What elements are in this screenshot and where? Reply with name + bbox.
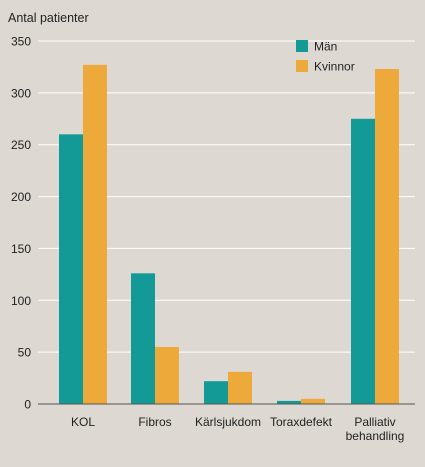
legend-label-1: Kvinnor	[314, 60, 355, 74]
x-tick-label-1-0: Fibros	[138, 415, 171, 429]
bar-0-1	[131, 273, 155, 404]
bar-1-1	[155, 346, 179, 404]
bar-1-2	[228, 371, 252, 404]
legend-swatch-1	[296, 60, 308, 72]
y-axis-title: Antal patienter	[8, 11, 89, 25]
bar-0-4	[351, 118, 375, 405]
bar-1-3	[301, 398, 325, 404]
y-tick-label-50: 50	[18, 346, 32, 360]
y-axis-ticks: 0 50 100 150 200 250 300 350	[11, 35, 31, 412]
y-tick-label-150: 150	[11, 242, 31, 256]
y-tick-label-100: 100	[11, 294, 31, 308]
bar-0-3	[277, 400, 301, 404]
y-tick-label-200: 200	[11, 190, 31, 204]
x-tick-label-4-0: Palliativ	[354, 415, 395, 429]
y-tick-label-250: 250	[11, 138, 31, 152]
legend-label-0: Män	[314, 40, 337, 54]
bar-1-0	[83, 64, 107, 405]
y-tick-label-350: 350	[11, 35, 31, 49]
x-tick-label-3-0: Toraxdefekt	[270, 415, 333, 429]
x-axis-labels: KOL Fibros Kärlsjukdom Toraxdefekt Palliativ…	[71, 415, 404, 443]
x-tick-label-0-0: KOL	[71, 415, 95, 429]
bar-1-4	[375, 69, 399, 404]
bar-0-2	[204, 381, 228, 404]
bars	[59, 64, 399, 405]
bar-0-0	[59, 134, 83, 405]
legend: Män Kvinnor	[296, 40, 355, 74]
x-tick-label-4-1: behandling	[346, 429, 405, 443]
x-tick-label-2-0: Kärlsjukdom	[195, 415, 261, 429]
y-tick-label-300: 300	[11, 86, 31, 100]
y-tick-label-0: 0	[24, 398, 31, 412]
legend-swatch-0	[296, 40, 308, 52]
